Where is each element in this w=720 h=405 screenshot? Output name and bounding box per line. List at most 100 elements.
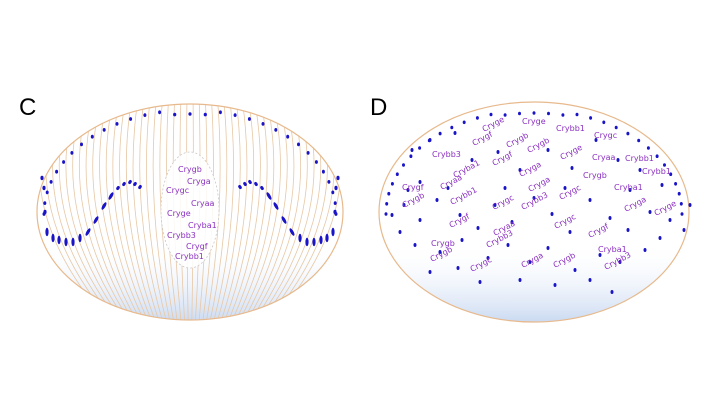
nucleus <box>390 213 394 217</box>
nucleus <box>398 230 402 234</box>
panel-c-letter: C <box>19 94 37 121</box>
nucleus <box>518 278 522 282</box>
nucleus <box>493 203 497 207</box>
gene-label: Crygc <box>594 131 617 140</box>
gene-label: Crygb <box>178 165 202 174</box>
nucleus <box>266 192 272 200</box>
gene-label: Cryaa <box>191 199 215 208</box>
gene-label: Crygf <box>402 183 424 192</box>
nucleus <box>188 112 192 116</box>
fiber-line <box>105 104 146 320</box>
nucleus <box>616 158 620 162</box>
nucleus <box>312 237 316 247</box>
nucleus <box>334 185 338 191</box>
gene-label: Cryba1 <box>188 221 217 230</box>
nucleus <box>218 110 222 115</box>
nucleus <box>406 188 410 192</box>
nucleus <box>546 148 550 152</box>
nucleus <box>496 150 500 154</box>
nucleus <box>486 256 490 260</box>
fiber-line <box>209 104 228 320</box>
nucleus <box>668 218 672 222</box>
nucleus <box>518 168 522 172</box>
nucleus <box>503 186 507 190</box>
nucleus <box>573 268 577 272</box>
fiber-line <box>139 104 164 320</box>
nucleus <box>646 146 650 150</box>
nucleus <box>518 111 521 116</box>
fiber-line <box>132 104 160 320</box>
fiber-line <box>119 104 153 320</box>
nucleus <box>57 235 61 245</box>
nucleus <box>626 228 630 232</box>
nucleus <box>547 111 550 116</box>
nucleus <box>331 190 335 195</box>
nucleus <box>410 148 414 152</box>
nucleus <box>602 120 606 125</box>
nucleus <box>589 116 593 120</box>
nucleus <box>129 117 133 121</box>
fiber-line <box>213 104 234 320</box>
nucleus <box>261 122 265 126</box>
nucleus <box>384 212 388 216</box>
nucleus <box>93 216 99 224</box>
nucleus <box>614 125 618 130</box>
nucleus <box>70 151 74 155</box>
nucleus <box>450 125 454 130</box>
gene-label: Crybb3 <box>167 231 196 240</box>
nuclei-c <box>40 110 340 247</box>
nucleus <box>546 246 550 250</box>
nucleus <box>102 127 106 132</box>
nucleus <box>158 110 162 115</box>
nucleus <box>669 172 673 176</box>
nucleus <box>638 168 642 172</box>
nucleus <box>588 198 592 202</box>
nucleus <box>40 175 44 181</box>
fiber-line <box>227 104 261 320</box>
nucleus <box>260 185 264 191</box>
nucleus <box>173 112 177 117</box>
nucleus <box>570 166 574 170</box>
gene-label: Crybb1 <box>175 252 204 261</box>
nucleus <box>85 228 91 236</box>
nucleus <box>297 142 300 147</box>
nucleus <box>402 203 406 207</box>
nucleus <box>108 192 114 200</box>
nucleus <box>506 243 510 247</box>
nuclei-d <box>384 111 692 294</box>
nucleus <box>281 216 287 224</box>
nucleus <box>476 226 480 230</box>
nucleus <box>233 113 237 117</box>
nucleus <box>418 180 422 184</box>
nucleus <box>122 181 126 187</box>
nucleus <box>575 112 579 117</box>
nucleus <box>336 175 340 181</box>
gene-label: Cryba1 <box>598 245 627 254</box>
nucleus <box>628 188 632 192</box>
nucleus <box>289 228 295 236</box>
fiber-line <box>234 104 275 320</box>
nucleus <box>418 146 422 150</box>
gene-label: Cryge <box>522 117 546 126</box>
gene-label: Crygb <box>583 171 607 180</box>
lens-outline-d <box>378 101 690 323</box>
nucleus <box>385 202 389 206</box>
nucleus <box>446 186 450 190</box>
fiber-line <box>125 104 156 320</box>
nucleus <box>43 209 47 215</box>
crystallin-cluster-outline <box>160 151 220 269</box>
nucleus <box>133 181 137 187</box>
nucleus <box>438 131 442 136</box>
nucleus <box>510 220 514 224</box>
nucleus <box>680 212 684 216</box>
nucleus <box>460 238 464 242</box>
nucleus <box>128 179 132 185</box>
panel-d-letter: D <box>370 94 388 121</box>
nucleus <box>51 233 55 243</box>
nucleus <box>55 169 59 174</box>
nucleus <box>116 185 120 191</box>
gene-label: Crybb1 <box>642 167 671 176</box>
nucleus <box>321 169 325 174</box>
